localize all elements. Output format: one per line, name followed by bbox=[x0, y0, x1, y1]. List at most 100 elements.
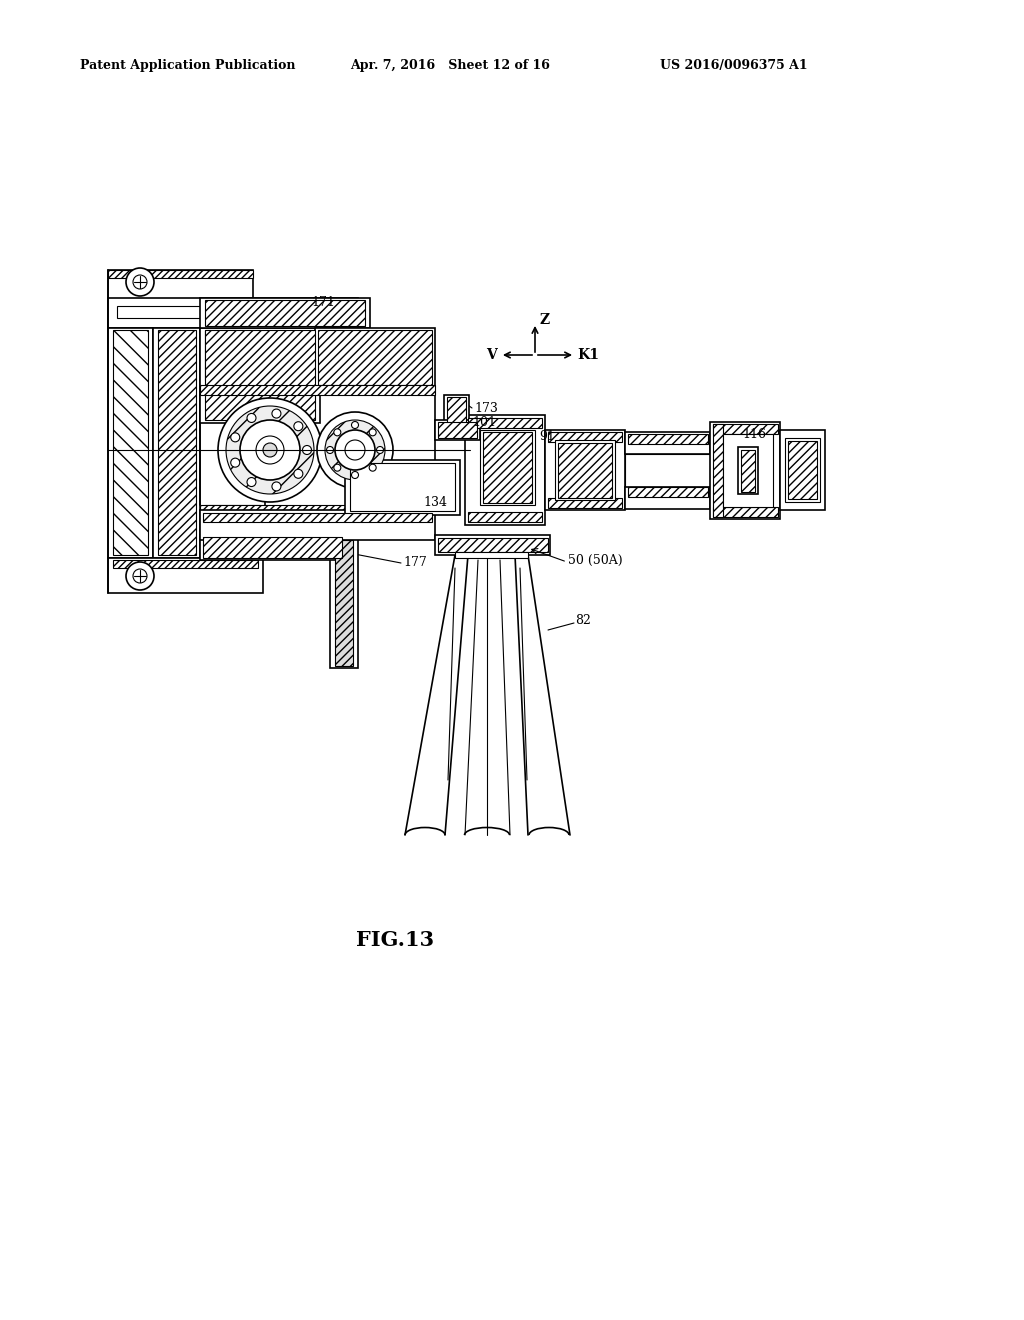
Circle shape bbox=[272, 409, 281, 418]
Text: Z: Z bbox=[539, 313, 549, 327]
Circle shape bbox=[272, 482, 281, 491]
Polygon shape bbox=[447, 397, 466, 422]
Bar bbox=[350, 463, 455, 511]
Circle shape bbox=[256, 436, 284, 465]
Bar bbox=[108, 298, 358, 327]
Polygon shape bbox=[113, 330, 148, 554]
Polygon shape bbox=[158, 330, 196, 554]
Bar bbox=[625, 454, 710, 487]
Circle shape bbox=[294, 470, 303, 478]
Bar bbox=[785, 438, 820, 502]
Circle shape bbox=[334, 465, 341, 471]
Circle shape bbox=[294, 421, 303, 430]
Circle shape bbox=[302, 446, 311, 454]
Polygon shape bbox=[628, 487, 708, 498]
Bar bbox=[330, 539, 358, 668]
Circle shape bbox=[327, 446, 334, 454]
Circle shape bbox=[126, 562, 154, 590]
Polygon shape bbox=[558, 444, 612, 498]
Bar bbox=[153, 327, 201, 558]
Bar bbox=[200, 298, 370, 327]
Bar bbox=[345, 459, 460, 515]
Polygon shape bbox=[628, 434, 708, 444]
Bar bbox=[435, 535, 550, 554]
Polygon shape bbox=[713, 507, 778, 517]
Circle shape bbox=[240, 420, 300, 480]
Circle shape bbox=[218, 399, 322, 502]
Text: 134: 134 bbox=[423, 495, 447, 508]
Polygon shape bbox=[318, 330, 432, 385]
Polygon shape bbox=[200, 385, 435, 395]
Bar bbox=[315, 327, 435, 388]
Text: 171: 171 bbox=[311, 296, 335, 309]
Circle shape bbox=[230, 433, 240, 442]
Polygon shape bbox=[548, 432, 622, 442]
Bar bbox=[625, 487, 710, 510]
Polygon shape bbox=[483, 432, 532, 503]
Polygon shape bbox=[108, 271, 253, 279]
Circle shape bbox=[226, 407, 314, 494]
Circle shape bbox=[247, 478, 256, 487]
Bar bbox=[780, 430, 825, 510]
Polygon shape bbox=[788, 441, 817, 499]
Bar bbox=[545, 430, 625, 510]
Polygon shape bbox=[455, 552, 528, 558]
Text: K1: K1 bbox=[577, 348, 599, 362]
Text: 116: 116 bbox=[742, 428, 766, 441]
Polygon shape bbox=[205, 300, 365, 326]
Text: 82: 82 bbox=[575, 615, 591, 627]
Bar bbox=[335, 540, 353, 667]
Polygon shape bbox=[548, 498, 622, 508]
Polygon shape bbox=[438, 539, 548, 552]
Polygon shape bbox=[741, 450, 755, 492]
Bar bbox=[108, 558, 263, 593]
Circle shape bbox=[370, 429, 376, 436]
Polygon shape bbox=[205, 506, 260, 554]
Text: V: V bbox=[486, 348, 497, 362]
Bar bbox=[555, 440, 615, 500]
Circle shape bbox=[377, 446, 384, 454]
Bar bbox=[200, 510, 435, 540]
Polygon shape bbox=[468, 418, 542, 428]
Circle shape bbox=[334, 429, 341, 436]
Bar bbox=[108, 327, 153, 558]
Polygon shape bbox=[203, 537, 342, 558]
Bar bbox=[200, 327, 319, 422]
Bar bbox=[200, 535, 345, 560]
Polygon shape bbox=[203, 513, 432, 521]
Circle shape bbox=[325, 420, 385, 480]
Bar bbox=[200, 327, 265, 558]
Polygon shape bbox=[113, 560, 258, 568]
Polygon shape bbox=[438, 422, 477, 438]
Polygon shape bbox=[205, 330, 260, 380]
Polygon shape bbox=[713, 424, 778, 434]
Bar bbox=[444, 395, 469, 425]
Text: 91: 91 bbox=[539, 429, 555, 442]
Polygon shape bbox=[200, 506, 435, 515]
Text: US 2016/0096375 A1: US 2016/0096375 A1 bbox=[660, 58, 808, 71]
Bar bbox=[723, 434, 773, 507]
Bar bbox=[710, 422, 780, 519]
Circle shape bbox=[230, 458, 240, 467]
Text: Apr. 7, 2016   Sheet 12 of 16: Apr. 7, 2016 Sheet 12 of 16 bbox=[350, 58, 550, 71]
Bar bbox=[480, 430, 535, 506]
Circle shape bbox=[317, 412, 393, 488]
Circle shape bbox=[247, 413, 256, 422]
Text: 173: 173 bbox=[474, 401, 498, 414]
Circle shape bbox=[370, 465, 376, 471]
Circle shape bbox=[335, 430, 375, 470]
Bar bbox=[465, 414, 545, 525]
Text: FIG.13: FIG.13 bbox=[356, 931, 434, 950]
Text: 101: 101 bbox=[472, 416, 496, 429]
Polygon shape bbox=[468, 512, 542, 521]
Text: Patent Application Publication: Patent Application Publication bbox=[80, 58, 296, 71]
Text: 177: 177 bbox=[403, 556, 427, 569]
Circle shape bbox=[351, 421, 358, 429]
Polygon shape bbox=[205, 330, 315, 420]
Polygon shape bbox=[713, 424, 723, 517]
Bar bbox=[738, 447, 758, 494]
Bar bbox=[117, 306, 349, 318]
Bar bbox=[435, 420, 480, 440]
Circle shape bbox=[345, 440, 365, 459]
Text: 50 (50A): 50 (50A) bbox=[568, 553, 623, 566]
